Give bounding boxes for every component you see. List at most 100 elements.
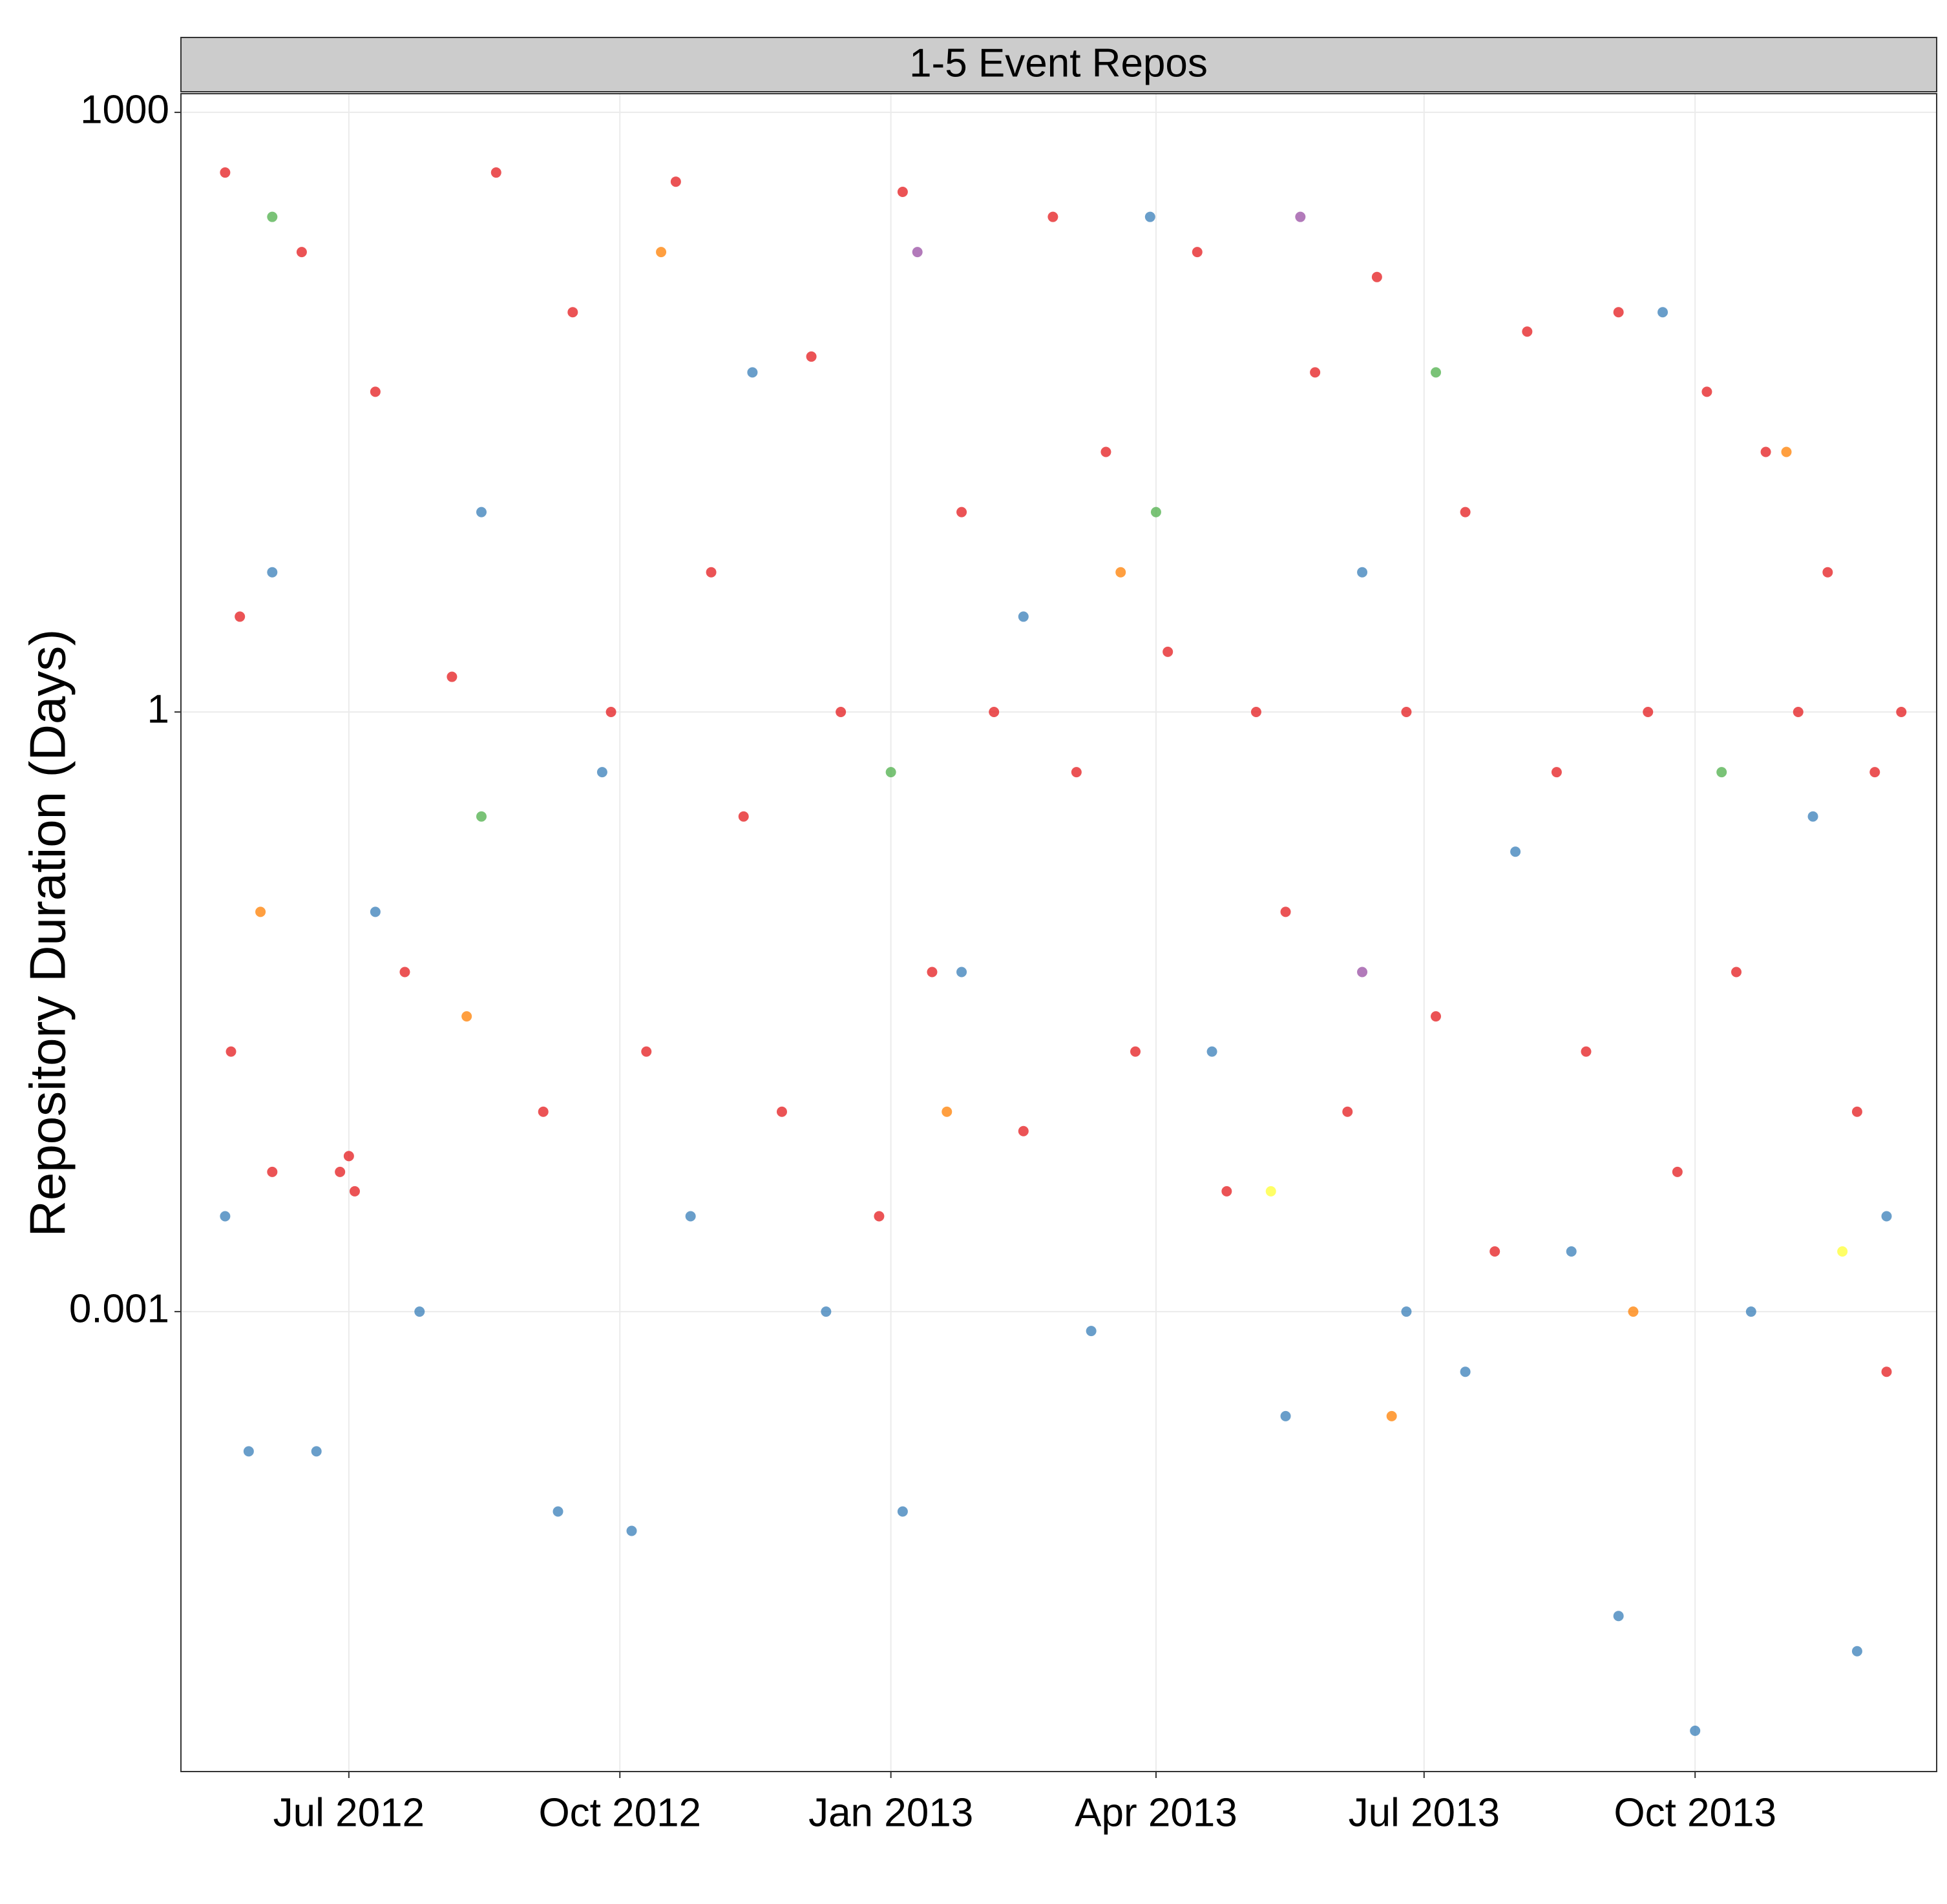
point [1628, 1306, 1639, 1317]
point [1837, 1246, 1848, 1257]
point [1401, 707, 1412, 718]
point [296, 247, 307, 258]
point [641, 1046, 652, 1057]
point [349, 1186, 360, 1197]
point [685, 1211, 696, 1222]
point [1881, 1211, 1892, 1222]
point [1357, 567, 1368, 578]
point [942, 1106, 952, 1117]
point [1510, 846, 1521, 857]
point [1310, 367, 1321, 378]
point [1731, 967, 1742, 978]
point [1851, 1646, 1862, 1657]
x-tick-label: Apr 2013 [1075, 1790, 1237, 1835]
point [490, 167, 501, 178]
point [1807, 811, 1818, 822]
point [821, 1306, 832, 1317]
point [1206, 1046, 1217, 1057]
point [1793, 707, 1804, 718]
point [1551, 767, 1562, 778]
point [1130, 1046, 1141, 1057]
point [1144, 211, 1155, 222]
point [414, 1306, 425, 1317]
point [243, 1446, 254, 1457]
point [226, 1046, 237, 1057]
point [1522, 326, 1533, 337]
point [656, 247, 667, 258]
point [1115, 567, 1126, 578]
point [461, 1011, 472, 1022]
point [1745, 1306, 1756, 1317]
point [897, 187, 908, 198]
point [747, 367, 758, 378]
point [1295, 211, 1306, 222]
point [1100, 446, 1111, 457]
point [370, 386, 381, 397]
point [1896, 707, 1907, 718]
strip-title: 1-5 Event Repos [909, 41, 1208, 85]
point [1431, 1011, 1442, 1022]
point [1672, 1166, 1683, 1177]
point [1581, 1046, 1592, 1057]
point [1869, 767, 1880, 778]
point [1018, 611, 1029, 622]
point [806, 351, 817, 362]
point [235, 611, 246, 622]
point [1086, 1326, 1097, 1337]
x-tick-label: Jul 2013 [1349, 1790, 1500, 1835]
point [626, 1525, 637, 1536]
point [956, 967, 967, 978]
point [1881, 1366, 1892, 1377]
point [370, 906, 381, 917]
x-tick-label: Oct 2013 [1614, 1790, 1776, 1835]
x-tick-label: Jul 2012 [273, 1790, 425, 1835]
point [311, 1446, 322, 1457]
point [1460, 507, 1471, 518]
strip [180, 37, 1937, 92]
y-tick-label: 0.001 [69, 1287, 169, 1332]
point [836, 707, 847, 718]
point [220, 167, 231, 178]
plot-border [180, 93, 1937, 1772]
point [1342, 1106, 1353, 1117]
point [1221, 1186, 1232, 1197]
point [267, 567, 278, 578]
point [335, 1166, 346, 1177]
point [399, 967, 410, 978]
y-tick-label: 1 [147, 687, 169, 731]
point [1566, 1246, 1577, 1257]
point [255, 906, 266, 917]
point [476, 811, 487, 822]
point [1658, 307, 1668, 318]
plot-panel [181, 94, 1937, 1772]
point [538, 1106, 549, 1117]
x-tick-label: Jan 2013 [808, 1790, 973, 1835]
y-tick-label: 1000 [80, 87, 169, 132]
point [1371, 271, 1382, 282]
point [1431, 367, 1442, 378]
point [874, 1211, 885, 1222]
point [989, 707, 1000, 718]
y-axis-title: Repository Duration (Days) [19, 629, 76, 1237]
point [1401, 1306, 1412, 1317]
point [927, 967, 938, 978]
point [1150, 507, 1161, 518]
point [1047, 211, 1058, 222]
point [1851, 1106, 1862, 1117]
point [1643, 707, 1654, 718]
point [1716, 767, 1727, 778]
point [1613, 1611, 1624, 1622]
point [267, 211, 278, 222]
point [1460, 1366, 1471, 1377]
point [1071, 767, 1082, 778]
point [1280, 906, 1291, 917]
point [343, 1151, 354, 1162]
point [1386, 1410, 1397, 1421]
point [1250, 707, 1261, 718]
point [1192, 247, 1203, 258]
point [1613, 307, 1624, 318]
point [1265, 1186, 1276, 1197]
point [567, 307, 578, 318]
point [885, 767, 896, 778]
